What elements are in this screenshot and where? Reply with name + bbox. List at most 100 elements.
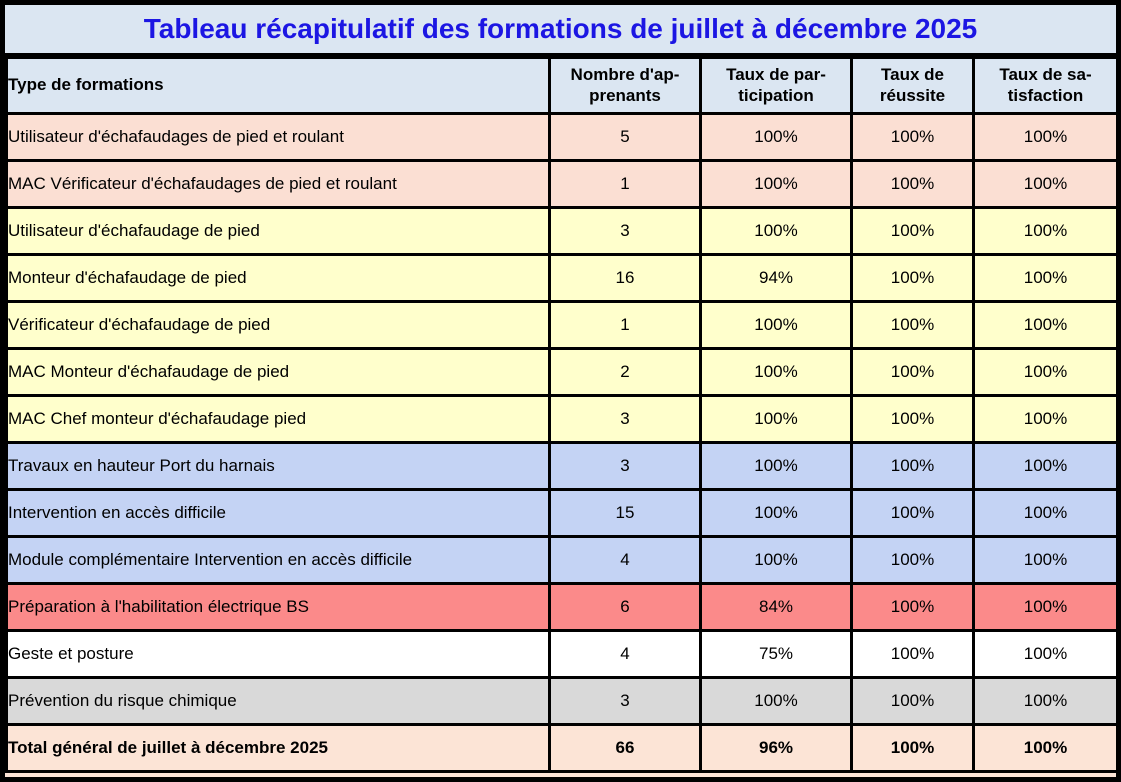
table-row: MAC Monteur d'échafaudage de pied 2 100%… [5, 347, 1116, 397]
success-rate-cell: 100% [850, 159, 975, 209]
formation-type-cell: Total général de juillet à décembre 2025 [5, 723, 551, 773]
satisfaction-rate-cell: 100% [972, 300, 1116, 350]
students-count-cell: 66 [548, 723, 702, 773]
header-line: Nombre d'ap- [570, 64, 680, 84]
success-rate-cell: 100% [850, 676, 975, 726]
students-count-cell: 5 [548, 112, 702, 162]
header-line: Taux de sa- [999, 64, 1092, 84]
success-rate-cell: 100% [850, 347, 975, 397]
satisfaction-rate-cell: 100% [972, 253, 1116, 303]
success-rate-cell: 100% [850, 535, 975, 585]
satisfaction-rate-cell: 100% [972, 112, 1116, 162]
participation-rate-cell: 100% [699, 300, 853, 350]
participation-rate-cell: 100% [699, 535, 853, 585]
header-line: Taux de [881, 64, 944, 84]
table-row: MAC Vérificateur d'échafaudages de pied … [5, 159, 1116, 209]
satisfaction-rate-cell: 100% [972, 206, 1116, 256]
success-rate-cell: 100% [850, 629, 975, 679]
partial-next-row-strip [5, 773, 1116, 777]
table-row: Vérificateur d'échafaudage de pied 1 100… [5, 300, 1116, 350]
header-line: réussite [879, 85, 946, 105]
success-rate-cell: 100% [850, 488, 975, 538]
satisfaction-rate-cell: 100% [972, 629, 1116, 679]
column-header-type: Type de formations [5, 56, 551, 115]
header-line: ticipation [738, 85, 814, 105]
satisfaction-rate-cell: 100% [972, 159, 1116, 209]
students-count-cell: 3 [548, 394, 702, 444]
header-line: prenants [589, 85, 661, 105]
column-header-satisfaction: Taux de sa-tisfaction [972, 56, 1116, 115]
students-count-cell: 2 [548, 347, 702, 397]
table-row: Prévention du risque chimique 3 100% 100… [5, 676, 1116, 726]
success-rate-cell: 100% [850, 723, 975, 773]
participation-rate-cell: 100% [699, 347, 853, 397]
participation-rate-cell: 100% [699, 112, 853, 162]
formation-type-cell: Module complémentaire Intervention en ac… [5, 535, 551, 585]
table-row: Intervention en accès difficile 15 100% … [5, 488, 1116, 538]
formation-type-cell: Utilisateur d'échafaudages de pied et ro… [5, 112, 551, 162]
success-rate-cell: 100% [850, 300, 975, 350]
table-row: Geste et posture 4 75% 100% 100% [5, 629, 1116, 679]
students-count-cell: 3 [548, 676, 702, 726]
table-row: Utilisateur d'échafaudages de pied et ro… [5, 112, 1116, 162]
formation-type-cell: MAC Chef monteur d'échafaudage pied [5, 394, 551, 444]
participation-rate-cell: 100% [699, 159, 853, 209]
students-count-cell: 1 [548, 159, 702, 209]
satisfaction-rate-cell: 100% [972, 535, 1116, 585]
column-header-success: Taux de réussite [850, 56, 975, 115]
table-row: Module complémentaire Intervention en ac… [5, 535, 1116, 585]
formation-type-cell: Préparation à l'habilitation électrique … [5, 582, 551, 632]
formation-type-cell: Monteur d'échafaudage de pied [5, 253, 551, 303]
success-rate-cell: 100% [850, 112, 975, 162]
satisfaction-rate-cell: 100% [972, 582, 1116, 632]
satisfaction-rate-cell: 100% [972, 676, 1116, 726]
satisfaction-rate-cell: 100% [972, 347, 1116, 397]
header-row: Type de formations Nombre d'ap-prenants … [5, 56, 1116, 115]
page-title: Tableau récapitulatif des formations de … [5, 5, 1116, 56]
students-count-cell: 15 [548, 488, 702, 538]
students-count-cell: 3 [548, 441, 702, 491]
formation-type-cell: MAC Vérificateur d'échafaudages de pied … [5, 159, 551, 209]
satisfaction-rate-cell: 100% [972, 723, 1116, 773]
participation-rate-cell: 100% [699, 488, 853, 538]
students-count-cell: 3 [548, 206, 702, 256]
formation-type-cell: Intervention en accès difficile [5, 488, 551, 538]
formations-table: Type de formations Nombre d'ap-prenants … [5, 56, 1116, 773]
table-row: Travaux en hauteur Port du harnais 3 100… [5, 441, 1116, 491]
formation-type-cell: Vérificateur d'échafaudage de pied [5, 300, 551, 350]
table-body: Utilisateur d'échafaudages de pied et ro… [5, 112, 1116, 773]
participation-rate-cell: 84% [699, 582, 853, 632]
table-row: Préparation à l'habilitation électrique … [5, 582, 1116, 632]
success-rate-cell: 100% [850, 441, 975, 491]
success-rate-cell: 100% [850, 394, 975, 444]
formation-type-cell: Geste et posture [5, 629, 551, 679]
participation-rate-cell: 96% [699, 723, 853, 773]
students-count-cell: 4 [548, 629, 702, 679]
table-row: Total général de juillet à décembre 2025… [5, 723, 1116, 773]
students-count-cell: 16 [548, 253, 702, 303]
participation-rate-cell: 100% [699, 676, 853, 726]
formation-type-cell: Utilisateur d'échafaudage de pied [5, 206, 551, 256]
column-header-students: Nombre d'ap-prenants [548, 56, 702, 115]
students-count-cell: 4 [548, 535, 702, 585]
participation-rate-cell: 75% [699, 629, 853, 679]
success-rate-cell: 100% [850, 582, 975, 632]
table-row: Monteur d'échafaudage de pied 16 94% 100… [5, 253, 1116, 303]
column-header-participation: Taux de par-ticipation [699, 56, 853, 115]
header-line: Taux de par- [726, 64, 826, 84]
formation-type-cell: Travaux en hauteur Port du harnais [5, 441, 551, 491]
formation-type-cell: MAC Monteur d'échafaudage de pied [5, 347, 551, 397]
students-count-cell: 1 [548, 300, 702, 350]
participation-rate-cell: 100% [699, 394, 853, 444]
satisfaction-rate-cell: 100% [972, 394, 1116, 444]
table-row: Utilisateur d'échafaudage de pied 3 100%… [5, 206, 1116, 256]
satisfaction-rate-cell: 100% [972, 441, 1116, 491]
participation-rate-cell: 100% [699, 206, 853, 256]
participation-rate-cell: 94% [699, 253, 853, 303]
satisfaction-rate-cell: 100% [972, 488, 1116, 538]
header-line: tisfaction [1007, 85, 1084, 105]
students-count-cell: 6 [548, 582, 702, 632]
formation-type-cell: Prévention du risque chimique [5, 676, 551, 726]
success-rate-cell: 100% [850, 206, 975, 256]
